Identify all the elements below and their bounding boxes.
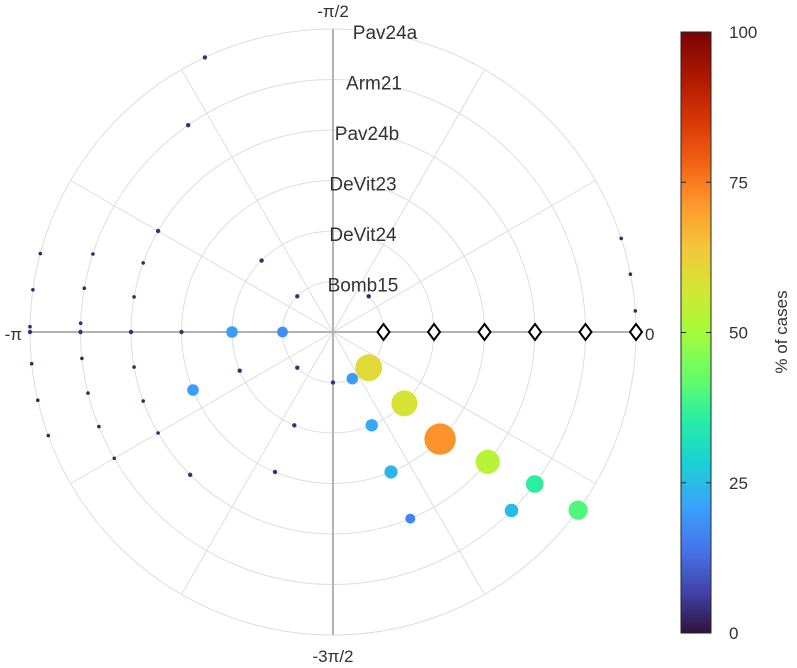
- data-point: [619, 236, 623, 241]
- reference-markers: [376, 322, 644, 342]
- grid-spoke: [181, 331, 334, 595]
- data-point: [628, 272, 633, 277]
- grid-spoke: [70, 180, 334, 333]
- data-point: [82, 286, 87, 291]
- data-point: [202, 55, 208, 60]
- data-point: [391, 390, 418, 417]
- data-point: [187, 384, 199, 396]
- data-point: [277, 326, 288, 338]
- ring-label-pav24b: Pav24b: [335, 124, 399, 145]
- data-point: [384, 465, 398, 479]
- data-point: [112, 456, 117, 461]
- data-point: [46, 433, 51, 438]
- angle-label-right: 0: [645, 325, 654, 344]
- data-point: [155, 228, 161, 234]
- data-point: [28, 324, 32, 329]
- data-point: [36, 398, 40, 403]
- colorbar-label: % of cases: [772, 290, 791, 373]
- data-point: [272, 469, 278, 475]
- angle-label-left: -π: [5, 325, 22, 344]
- angle-labels: -π/2 0 -π -3π/2: [5, 2, 655, 666]
- data-point: [179, 329, 184, 335]
- data-point: [186, 123, 191, 128]
- data-point: [78, 329, 83, 335]
- data-point: [31, 288, 35, 292]
- ring-label-pav24a: Pav24a: [353, 23, 418, 44]
- data-point: [226, 326, 238, 338]
- data-point: [330, 380, 336, 385]
- data-point: [141, 399, 145, 403]
- data-point: [366, 294, 371, 299]
- colorbar-tick-label: 25: [729, 474, 748, 493]
- colorbar-ticks: 0 25 50 75 100: [681, 23, 757, 643]
- colorbar-tick-label: 0: [729, 624, 738, 643]
- polar-axes: [30, 29, 636, 635]
- data-point: [86, 391, 90, 395]
- data-point: [156, 431, 160, 435]
- data-point: [295, 365, 300, 370]
- data-point: [475, 449, 500, 474]
- data-point: [346, 372, 359, 385]
- grid-spoke: [332, 331, 485, 595]
- ring-label-arm21: Arm21: [346, 74, 402, 95]
- data-point: [97, 424, 101, 429]
- data-point: [633, 309, 638, 313]
- data-point: [38, 251, 43, 256]
- diamond-marker: [376, 322, 391, 342]
- grid-spoke: [332, 180, 596, 333]
- data-point: [78, 321, 83, 326]
- angle-label-top: -π/2: [317, 2, 349, 21]
- data-point: [568, 500, 588, 520]
- data-point: [405, 513, 416, 524]
- data-point: [365, 419, 378, 432]
- data-point: [132, 295, 136, 299]
- diamond-marker: [426, 322, 442, 342]
- data-point: [237, 368, 242, 373]
- colorbar: 0 25 50 75 100 % of cases: [680, 23, 791, 643]
- diamond-marker: [477, 322, 492, 342]
- data-point: [91, 252, 95, 256]
- grid-spoke: [332, 331, 596, 484]
- data-point: [129, 330, 133, 334]
- grid-spoke: [332, 69, 485, 333]
- ring-label-devit24: DeVit24: [329, 225, 397, 246]
- data-point: [355, 354, 383, 382]
- diamond-marker: [527, 322, 543, 342]
- data-point: [292, 423, 297, 428]
- grid-spoke: [70, 331, 334, 484]
- data-point: [188, 472, 193, 477]
- data-point: [424, 423, 456, 455]
- data-point: [525, 475, 544, 493]
- data-point: [29, 361, 34, 366]
- data-point: [132, 365, 136, 369]
- data-point: [141, 261, 145, 265]
- data-point: [80, 356, 84, 361]
- grid-spoke: [181, 69, 334, 333]
- angle-label-bottom: -3π/2: [312, 647, 353, 666]
- colorbar-tick-label: 50: [729, 324, 748, 343]
- data-points: [27, 55, 638, 524]
- data-point: [295, 294, 300, 299]
- ring-label-bomb15: Bomb15: [328, 276, 399, 297]
- colorbar-tick-label: 100: [729, 23, 757, 42]
- colorbar-tick-label: 75: [729, 173, 748, 192]
- data-point: [504, 503, 519, 518]
- ring-labels: Bomb15 DeVit24 DeVit23 Pav24b Arm21 Pav24a: [328, 23, 418, 297]
- diamond-marker: [578, 322, 593, 342]
- data-point: [27, 329, 33, 335]
- data-point: [259, 258, 264, 263]
- ring-label-devit23: DeVit23: [329, 175, 396, 196]
- diamond-marker: [628, 322, 644, 342]
